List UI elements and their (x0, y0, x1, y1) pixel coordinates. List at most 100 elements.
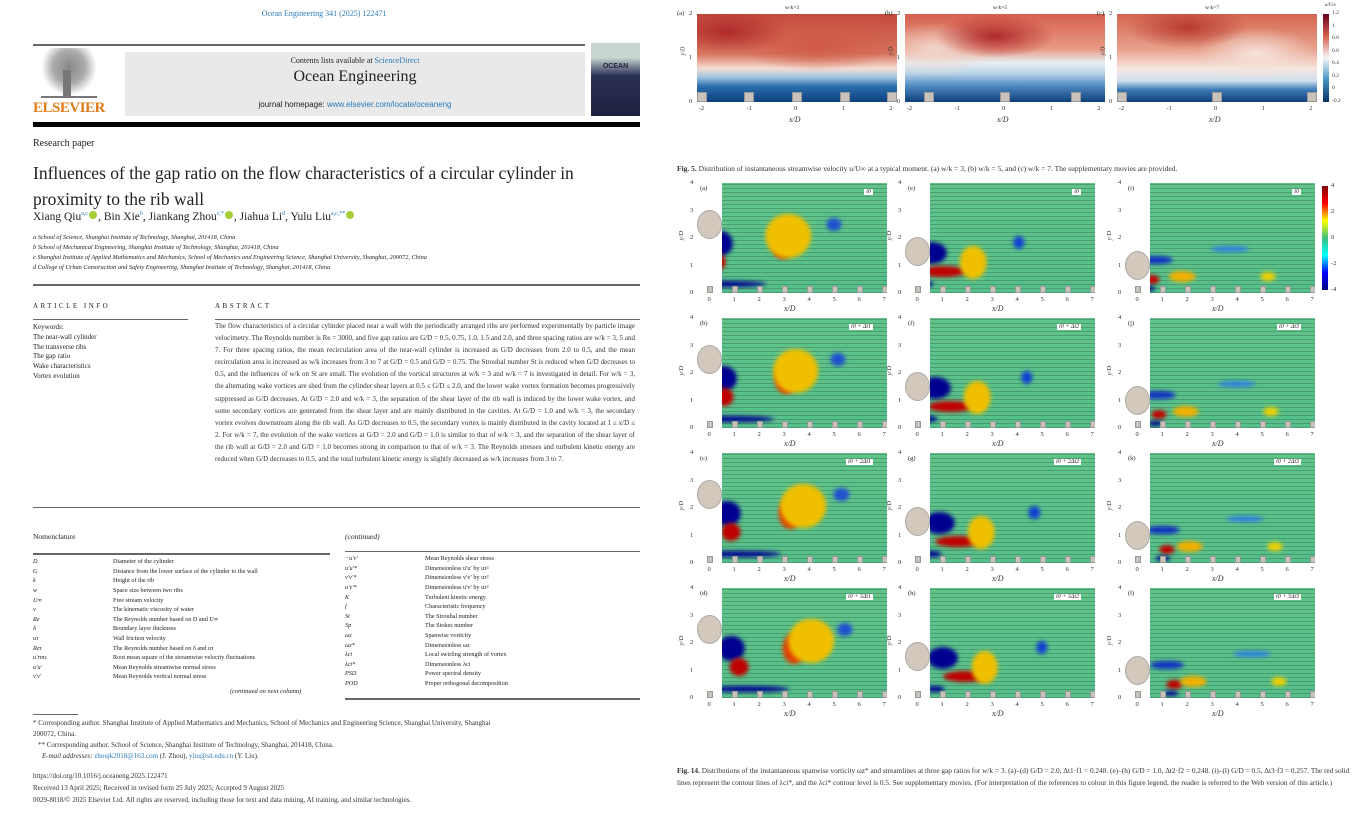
definition: Root mean square of the streamwise veloc… (113, 654, 256, 662)
vortex-region (1028, 505, 1040, 519)
vortex-region (833, 488, 849, 502)
y-tick-label: 2 (898, 234, 902, 241)
rib (806, 691, 813, 698)
y-tick-label: 1 (898, 531, 902, 539)
vorticity-streamline-plot: (k) t0 + 2Δt3 (1125, 453, 1315, 563)
doi-link[interactable]: https://doi.org/10.1016/j.oceaneng.2025.… (33, 772, 168, 780)
x-tick-label: 2 (889, 105, 893, 112)
definition: Free stream velocity (113, 596, 164, 604)
x-axis-label: x/D (1212, 439, 1224, 448)
y-tick-label: 3 (1118, 341, 1122, 349)
nomenclature-row: ωz* Dimensionless ωz (345, 640, 640, 650)
author[interactable]: Jiahua Li (239, 211, 283, 223)
x-tick-label: 2 (757, 296, 761, 303)
rib (1159, 286, 1166, 293)
x-tick-label: 7 (1310, 566, 1314, 573)
nomenclature-row: v′v′* Dimensionless v′v′ by uτ² (345, 573, 640, 583)
rib (1209, 286, 1216, 293)
y-tick-label: 0 (690, 424, 694, 431)
x-tick-label: 1 (732, 701, 736, 708)
rib (1134, 556, 1141, 563)
vortex-region (1166, 680, 1182, 690)
rib (964, 556, 971, 563)
x-tick-label: 7 (1310, 701, 1314, 708)
definition: The Strouhal number (425, 612, 478, 620)
y-tick-label: 2 (1118, 234, 1122, 241)
colorbar-tick-label: 1.2 (1332, 10, 1339, 16)
received-dates: Received 13 April 2025; Received in revi… (33, 784, 285, 792)
cylinder-icon (1125, 521, 1150, 550)
rib (964, 421, 971, 428)
x-tick-label: 2 (757, 566, 761, 573)
caption-label: Fig. 5. (677, 164, 697, 173)
y-tick-label: 1 (1118, 396, 1122, 404)
journal-citation[interactable]: Ocean Engineering 341 (2025) 122471 (261, 9, 387, 18)
homepage-link[interactable]: www.elsevier.com/locate/oceaneng (326, 100, 452, 109)
panel-label: (g) (908, 455, 916, 462)
vorticity-streamline-plot: (c) t0 + 2Δt1 (697, 453, 887, 563)
vortex-region (1180, 676, 1207, 687)
y-tick-label: 4 (1118, 449, 1122, 456)
keyword: Vortex evolution (33, 371, 80, 380)
divider (33, 553, 330, 555)
x-tick-label: 2 (965, 296, 969, 303)
x-tick-label: 7 (882, 431, 886, 438)
keyword: The gap ratio (33, 352, 71, 361)
author[interactable]: Yulu Liu (290, 211, 332, 223)
author[interactable]: Jiankang Zhou (148, 211, 217, 223)
panel-label: (c) (1097, 10, 1105, 17)
author[interactable]: Xiang Qiu (33, 211, 82, 223)
cylinder-icon (905, 642, 930, 672)
x-tick-label: 4 (1015, 701, 1019, 708)
rib (731, 691, 738, 698)
cylinder-icon (905, 372, 930, 402)
y-tick-label: 1 (898, 261, 902, 269)
rib (989, 556, 996, 563)
email-owner: (Y. Liu). (233, 752, 259, 760)
email-link[interactable]: zhoujk2018@163.com (94, 752, 159, 760)
rib (744, 92, 755, 102)
x-tick-label: 7 (882, 296, 886, 303)
nomenclature-row: Re The Reynolds number based on D and U∞ (33, 615, 330, 625)
divider (33, 507, 640, 508)
x-tick-label: 0 (707, 296, 711, 303)
symbol: K (345, 593, 350, 601)
y-axis-label: y/D (1100, 46, 1107, 56)
rib (839, 92, 850, 102)
time-label: t0 (864, 189, 873, 195)
colorbar (1322, 186, 1328, 290)
x-tick-label: 6 (1285, 296, 1289, 303)
caption-text: Distributions of the instantaneous spanw… (677, 766, 1350, 787)
y-tick-label: 3 (898, 206, 902, 214)
contents-line: Contents lists available at ScienceDirec… (125, 56, 585, 65)
article-first-page: Ocean Engineering 341 (2025) 122471 ELSE… (0, 0, 648, 819)
rib (1000, 92, 1010, 102)
x-tick-label: 3 (1210, 701, 1214, 708)
vortex-region (1138, 255, 1173, 265)
continued-note: (continued on next column) (230, 688, 302, 695)
rib (1159, 556, 1166, 563)
colorbar-tick-label: 2 (1331, 208, 1335, 215)
y-tick-label: 3 (690, 611, 694, 619)
email-link[interactable]: yliu@sit.edu.cn (188, 752, 234, 760)
x-tick-label: 7 (882, 566, 886, 573)
rib (1039, 421, 1046, 428)
rib (1259, 286, 1266, 293)
sciencedirect-link[interactable]: ScienceDirect (374, 56, 420, 65)
symbol: uτ (33, 635, 39, 643)
definition: Height of the rib (113, 577, 155, 585)
x-axis-label: x/D (1212, 574, 1224, 583)
colorbar-tick-label: -0.2 (1332, 98, 1341, 104)
nomenclature-row: u′v′* Dimensionless u′v′ by uτ² (345, 583, 640, 593)
vortex-region (773, 348, 819, 393)
vortex-region (729, 658, 749, 676)
x-tick-label: 2 (965, 566, 969, 573)
rib (1309, 286, 1315, 293)
panel-label: (c) (700, 455, 708, 462)
author[interactable]: Bin Xie (103, 211, 140, 223)
rib (1184, 286, 1191, 293)
orcid-icon (224, 211, 233, 219)
definition: Space size between two ribs (113, 587, 183, 595)
rib (1307, 92, 1317, 102)
vortex-region (1036, 640, 1048, 654)
